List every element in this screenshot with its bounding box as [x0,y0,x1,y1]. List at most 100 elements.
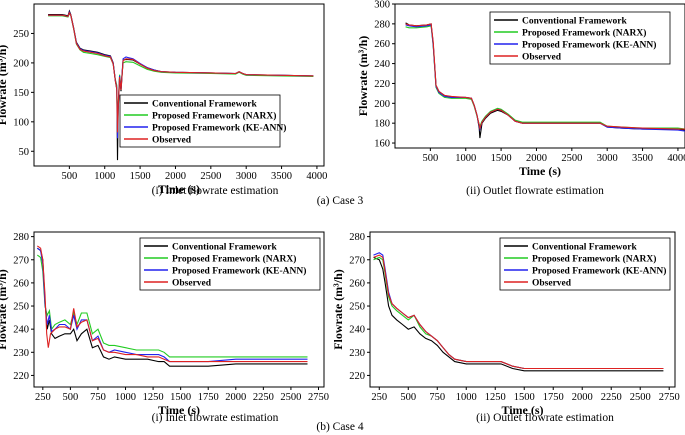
plot-frame [394,3,685,149]
y-tick-label: 160 [374,139,390,150]
y-tick-label: 230 [349,348,365,359]
x-tick-label: 750 [90,392,106,403]
legend-entry: Proposed Framework (KE-ANN) [522,40,656,51]
legend-entry: Conventional Framework [152,100,257,110]
x-tick-label: 3000 [597,153,618,164]
y-axis-label: Flowrate (m³/h) [0,45,9,126]
y-tick-label: 220 [13,371,29,382]
legend-entry: Conventional Framework [532,243,637,253]
x-axis-label: Time (s) [158,182,200,196]
y-tick-label: 240 [13,325,29,336]
x-tick-label: 250 [371,392,387,403]
x-tick-label: 2750 [659,392,680,403]
plot-frame [369,231,676,388]
x-tick-label: 1250 [485,392,506,403]
y-axis-label: Flowrate (m³/h) [331,269,345,350]
y-tick-label: 50 [19,147,30,158]
legend-entry: Proposed Framework (NARX) [532,254,656,265]
caption-case-4: (b) Case 4 [316,421,364,433]
x-tick-label: 1000 [115,392,136,403]
caption-case-4-outlet: (ii) Outlet flowrate estimation [476,412,614,424]
plot-frame [33,3,325,167]
x-tick-label: 1250 [143,392,164,403]
y-tick-label: 200 [13,58,29,69]
caption-case-3: (a) Case 3 [316,195,364,207]
x-tick-label: 1500 [170,392,191,403]
y-tick-label: 260 [374,39,390,50]
y-tick-label: 150 [13,88,29,99]
y-tick-label: 260 [13,278,29,289]
y-tick-label: 230 [13,348,29,359]
y-tick-label: 220 [374,79,390,90]
x-tick-label: 2250 [253,392,274,403]
caption-case-4-inlet: (i) Inlet flowrate estimation [151,412,279,424]
legend-entry: Proposed Framework (NARX) [152,111,276,122]
y-tick-label: 240 [349,325,365,336]
x-tick-label: 3500 [632,153,653,164]
x-tick-label: 1000 [455,153,476,164]
x-tick-label: 500 [400,392,416,403]
x-tick-label: 250 [35,392,51,403]
legend-entry: Proposed Framework (NARX) [172,254,296,265]
y-tick-label: 250 [349,302,365,313]
y-tick-label: 280 [349,232,365,243]
x-axis-label: Time (s) [519,164,561,178]
legend-entry: Conventional Framework [172,243,277,253]
legend-entry: Proposed Framework (KE-ANN) [152,123,286,134]
x-tick-label: 2000 [165,171,186,182]
legend-box [489,11,671,65]
legend-entry: Observed [522,53,562,63]
series-line-observed [48,11,314,133]
x-tick-label: 2750 [308,392,329,403]
chart-c4_outlet: 250 500 750 1000 1250 1500 1750 2000 2250 2500 275… [331,231,680,417]
y-tick-label: 270 [13,255,29,266]
x-tick-label: 4000 [306,171,327,182]
y-tick-label: 280 [374,19,390,30]
series-line-observed [373,254,664,370]
x-tick-label: 750 [429,392,445,403]
y-tick-label: 220 [349,371,365,382]
caption-case-3-outlet: (ii) Outlet flowrate estimation [466,185,604,197]
chart-c3_outlet: 500 1000 1500 2000 2500 3000 3500 4000 160 180 200… [356,0,685,178]
x-tick-label: 2500 [630,392,651,403]
legend-entry: Proposed Framework (KE-ANN) [532,266,666,277]
series-line-conventional [36,247,308,367]
x-axis-label: Time (s) [158,403,200,417]
x-tick-label: 2000 [225,392,246,403]
x-tick-label: 3000 [236,171,257,182]
x-tick-label: 1000 [94,171,115,182]
x-tick-label: 2500 [200,171,221,182]
y-tick-label: 300 [374,0,390,11]
y-tick-label: 260 [349,278,365,289]
legend-box [139,237,321,291]
legend-box [499,237,671,291]
y-tick-label: 240 [374,59,390,70]
x-tick-label: 1000 [456,392,477,403]
y-tick-label: 250 [13,29,29,40]
y-axis-label: Flowrate (m³/h) [356,36,370,117]
y-tick-label: 100 [13,117,29,128]
series-line-narx [36,254,308,358]
x-tick-label: 4000 [667,153,685,164]
x-tick-label: 1500 [491,153,512,164]
x-tick-label: 2000 [572,392,593,403]
x-tick-label: 2500 [561,153,582,164]
x-tick-label: 1500 [130,171,151,182]
caption-case-3-inlet: (i) Inlet flowrate estimation [151,185,279,197]
x-tick-label: 3500 [271,171,292,182]
x-tick-label: 500 [63,392,79,403]
legend-entry: Observed [532,279,572,289]
legend-entry: Observed [152,136,192,146]
legend-entry: Proposed Framework (KE-ANN) [172,266,306,277]
y-axis-label: Flowrate (m³/h) [0,269,9,350]
x-tick-label: 1500 [514,392,535,403]
y-tick-label: 270 [349,255,365,266]
x-tick-label: 500 [61,171,77,182]
x-tick-label: 2000 [526,153,547,164]
y-tick-label: 250 [13,302,29,313]
